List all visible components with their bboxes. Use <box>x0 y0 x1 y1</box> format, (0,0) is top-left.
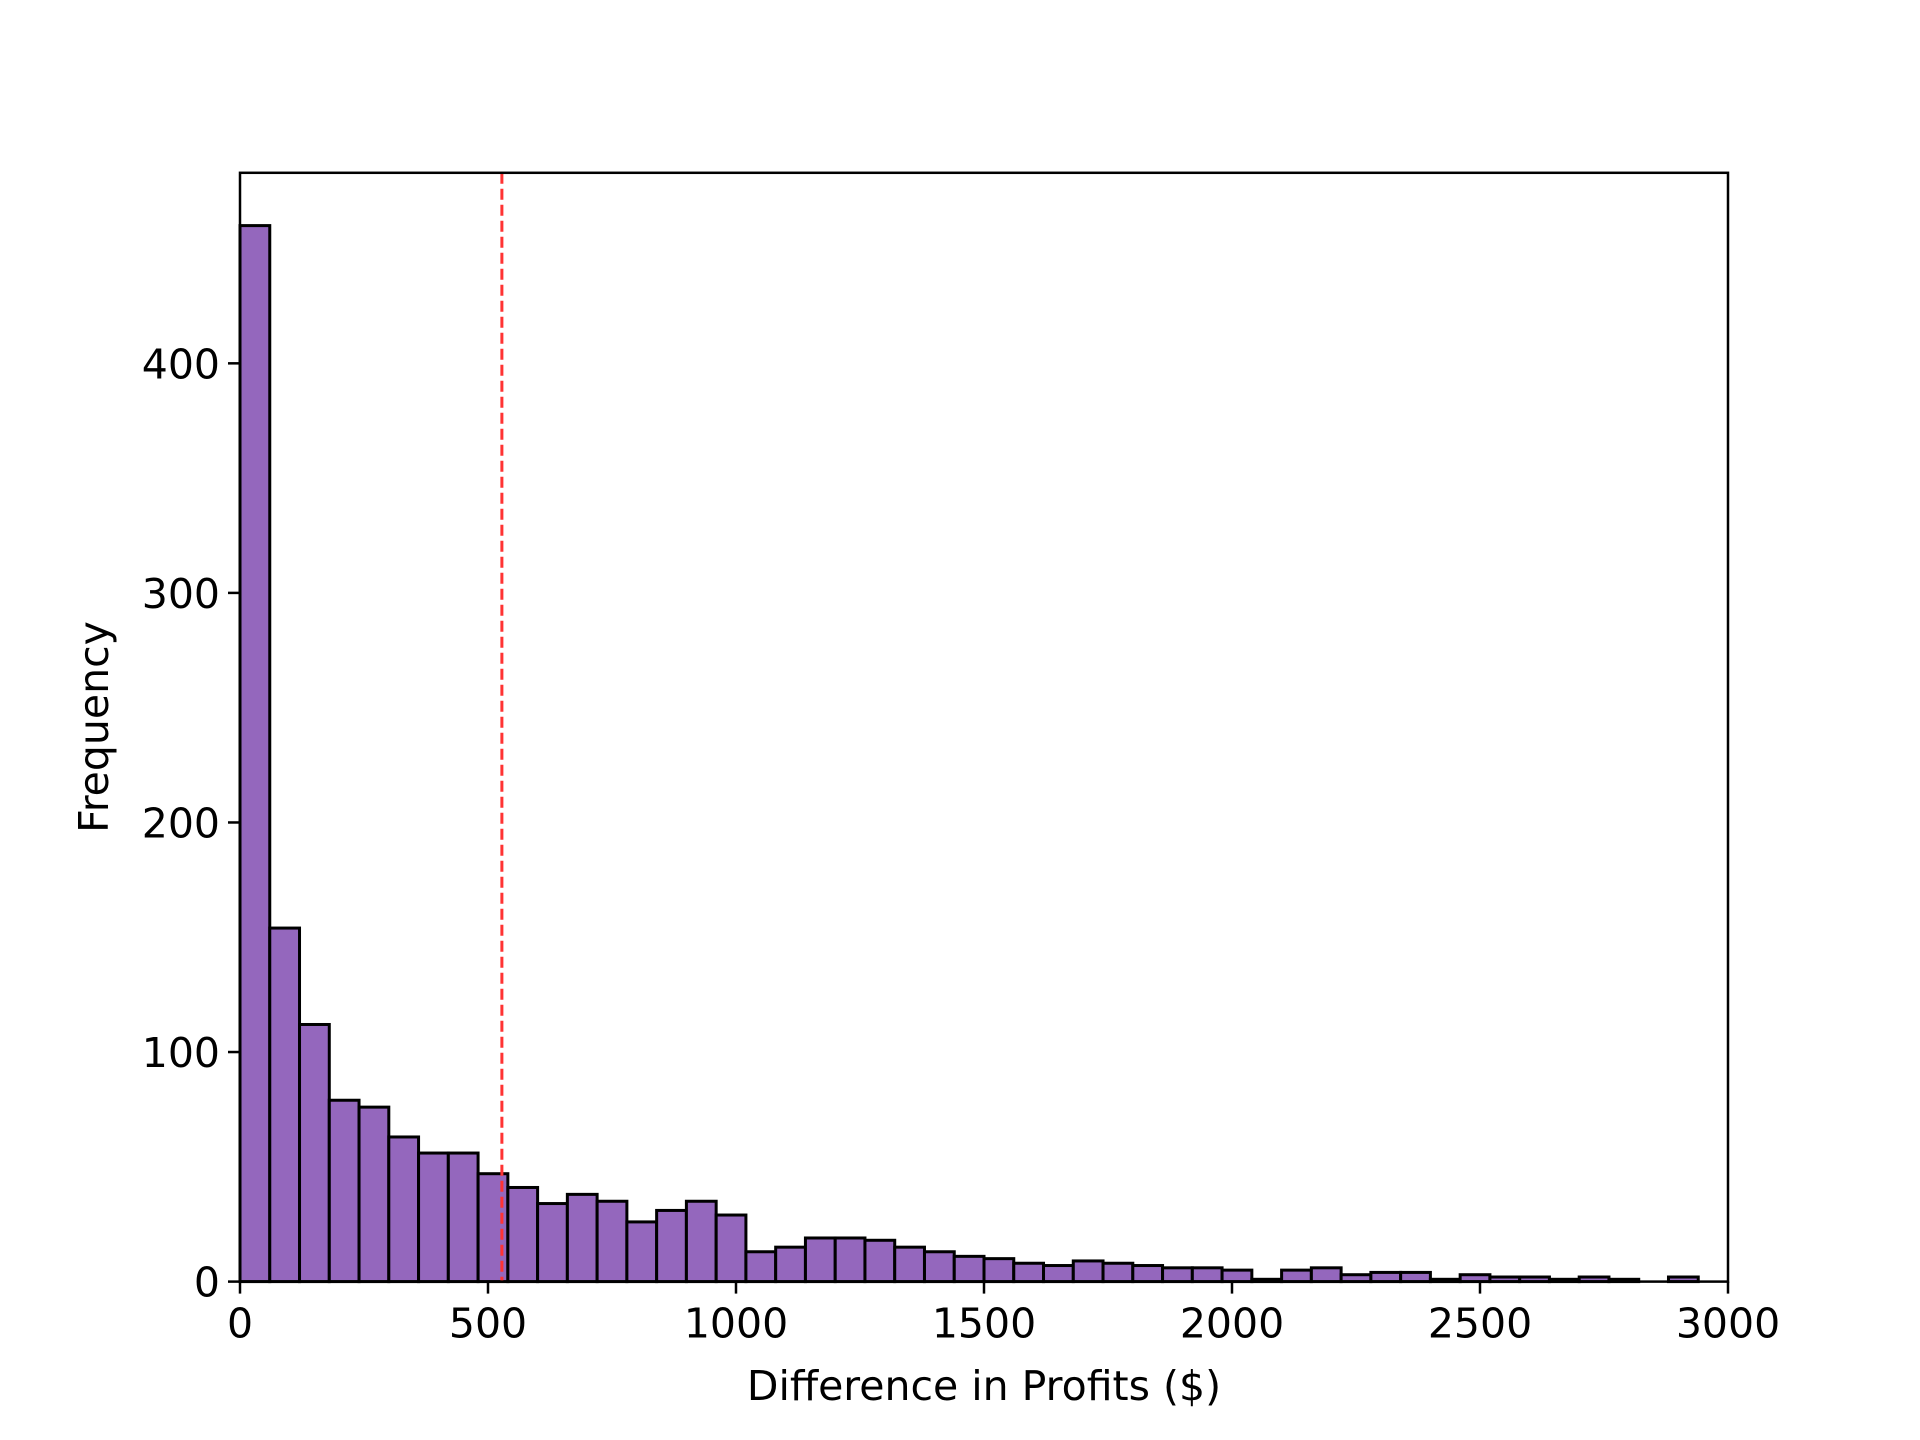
bar <box>982 1257 1016 1284</box>
bar <box>387 1135 421 1284</box>
bar <box>446 1151 480 1284</box>
bar <box>327 1098 361 1284</box>
bar <box>536 1202 569 1284</box>
x-tick-label: 1500 <box>932 1300 1036 1348</box>
bar <box>922 1250 956 1284</box>
bar <box>1280 1268 1313 1284</box>
bar <box>1012 1261 1046 1284</box>
bar <box>565 1192 599 1284</box>
y-tick-label: 300 <box>142 570 220 618</box>
bar <box>625 1220 659 1284</box>
bar <box>952 1254 986 1284</box>
y-axis-label: Frequency <box>70 621 118 833</box>
bar <box>833 1236 867 1284</box>
x-tick-label: 2500 <box>1428 1300 1532 1348</box>
bar <box>774 1245 807 1284</box>
bar <box>1042 1264 1075 1284</box>
bar <box>1101 1261 1135 1284</box>
bar <box>863 1238 897 1284</box>
x-axis-label: Difference in Profits ($) <box>747 1362 1221 1410</box>
bar <box>1399 1270 1432 1284</box>
bar <box>1369 1270 1403 1284</box>
y-tick-label: 100 <box>142 1029 220 1077</box>
bar <box>1220 1268 1254 1284</box>
x-tick-label: 1000 <box>684 1300 788 1348</box>
bar <box>298 1022 331 1284</box>
x-tick-label: 3000 <box>1676 1300 1780 1348</box>
x-tick-label: 500 <box>449 1300 527 1348</box>
x-tick-label: 0 <box>227 1300 253 1348</box>
bar <box>506 1185 540 1284</box>
bar <box>744 1250 778 1284</box>
y-tick-label: 400 <box>142 340 220 388</box>
bar <box>1161 1266 1194 1284</box>
bar <box>1309 1266 1343 1284</box>
bar <box>1071 1259 1105 1284</box>
bar <box>417 1151 450 1284</box>
bar <box>595 1199 629 1284</box>
bar <box>357 1105 391 1284</box>
bar <box>714 1213 748 1284</box>
bar <box>1190 1266 1224 1284</box>
bar <box>655 1208 688 1284</box>
y-tick-label: 200 <box>142 799 220 847</box>
bar <box>803 1236 837 1284</box>
bar <box>684 1199 718 1284</box>
bar <box>238 224 272 1284</box>
plot-frame <box>238 171 1730 1283</box>
bar <box>1131 1264 1165 1284</box>
bar <box>268 926 302 1284</box>
y-tick-label: 0 <box>194 1259 220 1307</box>
bar <box>893 1245 926 1284</box>
x-tick-label: 2000 <box>1180 1300 1284 1348</box>
